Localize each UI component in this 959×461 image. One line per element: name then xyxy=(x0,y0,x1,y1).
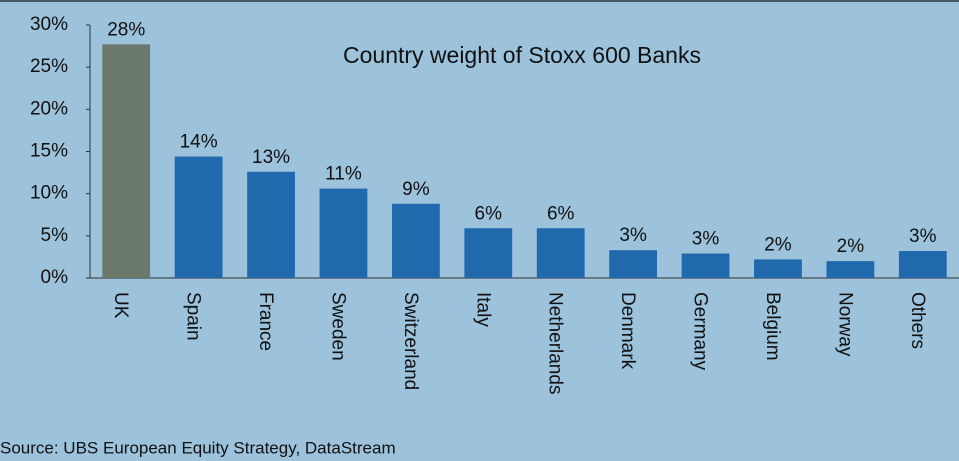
bar xyxy=(898,251,947,278)
value-label: 3% xyxy=(619,225,647,246)
value-label: 2% xyxy=(764,234,792,255)
value-label: 3% xyxy=(909,226,937,247)
x-tick-label: Belgium xyxy=(762,292,783,361)
bar xyxy=(536,228,585,278)
x-tick-label: Switzerland xyxy=(400,292,421,390)
value-label: 28% xyxy=(107,19,145,40)
y-tick-label: 25% xyxy=(30,56,68,77)
value-label: 9% xyxy=(402,179,430,200)
y-tick-label: 0% xyxy=(41,267,69,288)
chart-title: Country weight of Stoxx 600 Banks xyxy=(343,42,701,68)
source-note: Source: UBS European Equity Strategy, Da… xyxy=(0,438,396,457)
x-tick-label: France xyxy=(255,292,276,351)
x-tick-label: Norway xyxy=(834,292,855,357)
value-label: 11% xyxy=(325,164,362,185)
x-tick-label: Others xyxy=(907,292,928,349)
value-label: 6% xyxy=(475,203,503,224)
value-label: 6% xyxy=(547,203,575,224)
y-tick-label: 20% xyxy=(30,98,68,119)
bar xyxy=(319,188,368,278)
value-label: 13% xyxy=(252,147,290,168)
bar xyxy=(247,171,295,278)
x-tick-label: UK xyxy=(110,292,131,319)
x-tick-label: Spain xyxy=(183,292,204,341)
bar xyxy=(391,203,440,278)
value-label: 14% xyxy=(180,132,218,153)
x-tick-label: Germany xyxy=(690,292,711,371)
bar xyxy=(681,253,730,278)
x-tick-label: Sweden xyxy=(327,292,348,361)
x-tick-label: Denmark xyxy=(617,292,638,370)
bar xyxy=(464,228,513,278)
y-tick-label: 30% xyxy=(30,14,68,35)
value-label: 3% xyxy=(692,229,720,250)
bar xyxy=(174,156,223,278)
bar xyxy=(609,250,658,278)
bar xyxy=(754,259,802,278)
y-tick-label: 10% xyxy=(30,183,68,204)
bar xyxy=(826,261,875,278)
x-tick-label: Italy xyxy=(472,292,493,327)
value-label: 2% xyxy=(837,236,865,257)
y-tick-label: 5% xyxy=(41,225,69,246)
x-tick-label: Netherlands xyxy=(545,292,566,394)
bar xyxy=(102,44,151,278)
y-tick-label: 15% xyxy=(30,141,68,162)
